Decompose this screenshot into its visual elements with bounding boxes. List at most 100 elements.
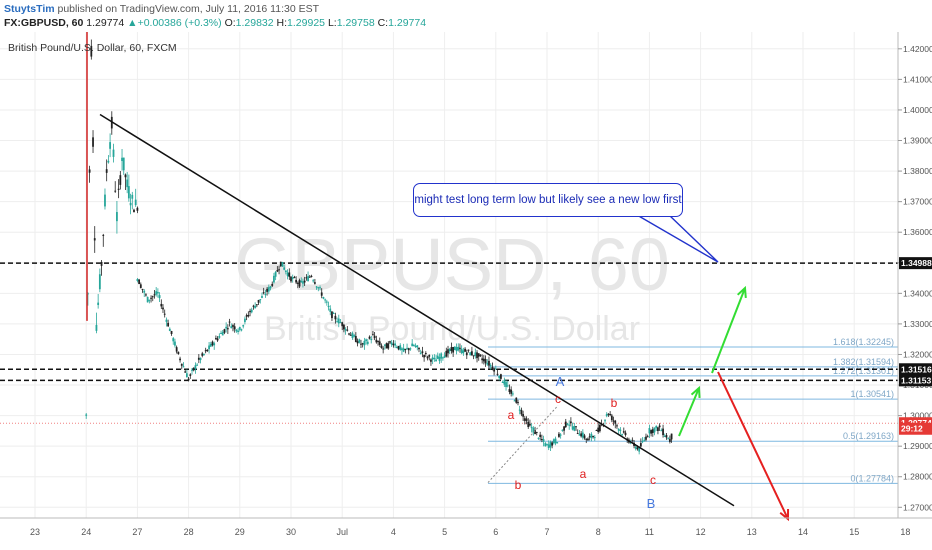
candle-body (665, 435, 668, 438)
candle-body (445, 350, 448, 357)
price-tick-label: 1.39000 (903, 136, 932, 146)
candle-body (356, 341, 359, 344)
last-price: 1.29774 (86, 17, 125, 29)
time-tick-label: 30 (286, 527, 296, 537)
price-label-text: 29:12 (901, 424, 923, 434)
candle-body (455, 347, 458, 352)
candle-body (141, 288, 144, 290)
candle-body (481, 358, 484, 361)
candle-body (139, 284, 142, 288)
price-label-box (899, 257, 932, 270)
candle-body (145, 294, 147, 296)
candle-body (421, 351, 424, 353)
candle-body (349, 334, 352, 336)
candle-body (238, 327, 241, 330)
candle-body (281, 261, 284, 267)
candle-body (177, 351, 180, 355)
candle-body (264, 294, 267, 296)
symbol-label[interactable]: FX:GBPUSD, 60 (4, 17, 84, 29)
open-label: O: (224, 17, 236, 29)
candle-body (192, 367, 195, 371)
candle-body (247, 314, 250, 317)
candle-body (286, 272, 289, 277)
candle-body (121, 157, 123, 162)
candle-body (160, 303, 163, 307)
wave-label: A (556, 374, 565, 389)
candle-body (329, 308, 332, 312)
candle-body (387, 343, 390, 349)
candle-body (648, 428, 651, 434)
wave-label: a (580, 467, 587, 481)
price-tick-label: 1.28000 (903, 472, 932, 482)
candle-body (472, 355, 475, 357)
candle-body (397, 346, 400, 350)
candle-body (134, 199, 137, 206)
candle-body (354, 336, 357, 342)
time-tick-label: 13 (747, 527, 757, 537)
candle-body (416, 345, 419, 348)
candle-body (266, 288, 269, 292)
candle-body (201, 353, 204, 356)
candle-body (529, 423, 531, 426)
candle-body (436, 355, 439, 359)
candle-body (392, 343, 395, 346)
chart-legend: British Pound/U.S. Dollar, 60, FXCM (8, 42, 177, 54)
candle-body (418, 347, 420, 350)
price-tick-label: 1.29000 (903, 441, 932, 451)
time-tick-label: 27 (132, 527, 142, 537)
candle-body (300, 280, 303, 282)
wave-label: b (515, 478, 522, 492)
candle-body (488, 360, 490, 366)
candle-body (206, 349, 209, 352)
watermark-name: British Pound/U.S. Dollar (264, 310, 640, 348)
candle-body (546, 444, 548, 446)
candle-body (274, 271, 277, 277)
candle-body (650, 430, 653, 434)
candle-body (114, 190, 117, 192)
candle-body (435, 359, 437, 362)
candle-body (532, 427, 535, 433)
candle-body (199, 357, 202, 361)
candle-body (295, 279, 298, 283)
time-tick-label: 5 (442, 527, 447, 537)
candle-body (165, 319, 168, 322)
candle-body (351, 333, 354, 338)
candle-body (216, 338, 219, 341)
candle-body (462, 350, 465, 354)
price-tick-label: 1.41000 (903, 74, 932, 84)
candle-body (325, 301, 328, 303)
candle-body (370, 339, 373, 341)
candle-body (667, 438, 670, 440)
high-label: H: (276, 17, 288, 29)
candle-body (279, 261, 282, 267)
candle-body (471, 351, 473, 356)
candle-body (124, 174, 127, 178)
callout-note[interactable]: might test long term low but likely see … (413, 183, 683, 217)
candle-body (500, 374, 502, 379)
publish-line: StuytsTim published on TradingView.com, … (4, 3, 319, 15)
author-link[interactable]: StuytsTim (4, 3, 55, 15)
green-arrow-1-shaft (678, 387, 700, 437)
candle-body (510, 389, 513, 394)
candle-body (174, 341, 176, 346)
candle-body (426, 356, 429, 359)
candle-body (670, 433, 673, 440)
candle-body (296, 282, 299, 284)
candle-body (443, 355, 446, 358)
candle-body (646, 436, 649, 438)
candle-body (162, 307, 164, 310)
candle-body (469, 352, 472, 356)
candle-body (255, 304, 258, 306)
candle-body (534, 430, 536, 435)
candle-body (163, 313, 166, 315)
candle-body (327, 305, 330, 308)
candle-body (117, 188, 120, 190)
candle-body (447, 349, 449, 354)
candle-body (540, 439, 543, 441)
candle-body (366, 341, 369, 344)
wave-label: b (611, 396, 618, 410)
candle-body (261, 296, 263, 298)
candle-body (511, 393, 514, 395)
candle-body (558, 433, 560, 437)
